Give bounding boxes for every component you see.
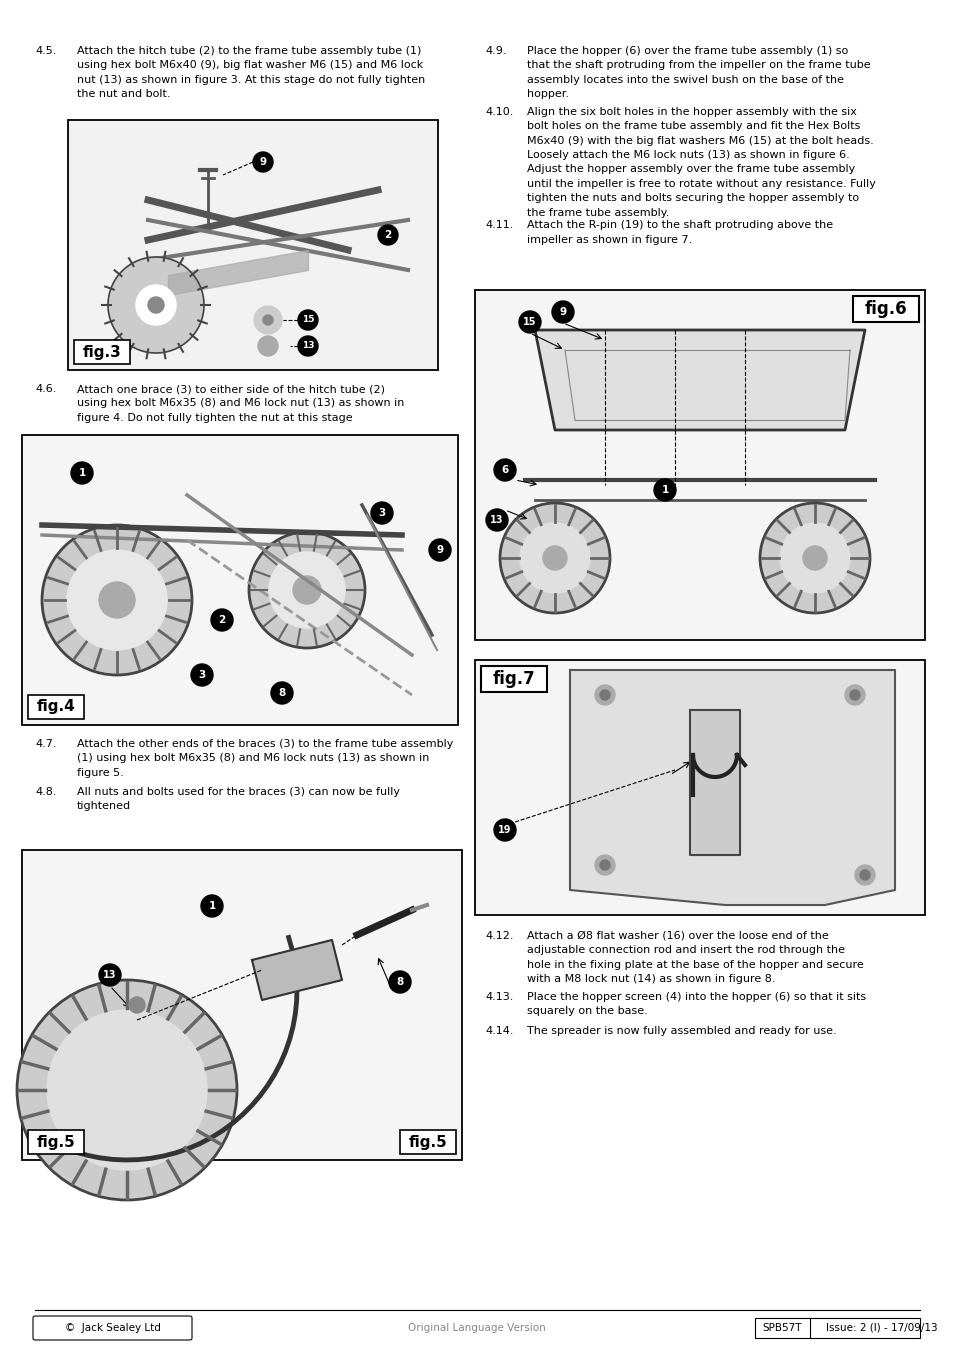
Text: 6: 6 [501,464,508,475]
Text: 3: 3 [198,670,206,680]
Circle shape [485,509,507,531]
Text: 13: 13 [301,342,314,351]
Circle shape [99,582,135,618]
Text: 19: 19 [497,825,511,836]
Bar [68,120,437,370]
Text: Attach one brace (3) to either side of the hitch tube (2)
using hex bolt M6x35 (: Attach one brace (3) to either side of t… [77,383,404,423]
Bar [22,435,457,725]
Text: Align the six bolt holes in the hopper assembly with the six
bolt holes on the f: Align the six bolt holes in the hopper a… [526,107,875,217]
Circle shape [99,964,121,986]
Text: 4.7.: 4.7. [35,738,56,749]
Circle shape [494,819,516,841]
Circle shape [849,690,859,701]
Bar [28,1130,84,1154]
Circle shape [269,552,345,628]
Circle shape [844,684,864,705]
Text: fig.5: fig.5 [408,1134,447,1149]
Circle shape [518,310,540,333]
Text: 9: 9 [259,157,266,167]
Bar [28,695,84,720]
Circle shape [42,525,192,675]
Text: 4.6.: 4.6. [35,383,56,394]
Text: SPB57T: SPB57T [761,1323,801,1332]
Text: 4.10.: 4.10. [484,107,513,117]
Text: 1: 1 [78,468,86,478]
Bar [22,850,461,1160]
Circle shape [71,462,92,485]
Circle shape [297,310,317,329]
Polygon shape [689,710,740,855]
Polygon shape [569,670,894,905]
Text: Original Language Version: Original Language Version [408,1323,545,1332]
Circle shape [599,860,609,869]
Circle shape [67,549,167,649]
Text: 15: 15 [522,317,537,327]
Text: The spreader is now fully assembled and ready for use.: The spreader is now fully assembled and … [526,1026,836,1037]
Circle shape [377,225,397,244]
Text: 4.5.: 4.5. [35,46,56,55]
Text: Attach the hitch tube (2) to the frame tube assembly tube (1)
using hex bolt M6x: Attach the hitch tube (2) to the frame t… [77,46,425,99]
Circle shape [802,545,826,570]
FancyBboxPatch shape [33,1316,192,1341]
Text: ©  Jack Sealey Ltd: © Jack Sealey Ltd [65,1323,161,1332]
Text: Attach a Ø8 flat washer (16) over the loose end of the
adjustable connection rod: Attach a Ø8 flat washer (16) over the lo… [526,931,862,984]
Text: 8: 8 [278,688,285,698]
Polygon shape [535,329,864,431]
Circle shape [297,336,317,356]
Circle shape [499,504,609,613]
Polygon shape [148,297,164,313]
Text: 4.14.: 4.14. [484,1026,513,1037]
Text: Attach the other ends of the braces (3) to the frame tube assembly
(1) using hex: Attach the other ends of the braces (3) … [77,738,453,778]
Circle shape [780,522,849,593]
Text: 3: 3 [378,508,385,518]
Text: Place the hopper (6) over the frame tube assembly (1) so
that the shaft protrudi: Place the hopper (6) over the frame tube… [526,46,870,99]
Circle shape [201,895,223,917]
Circle shape [17,980,236,1200]
Text: 2: 2 [384,230,392,240]
Text: Attach the R-pin (19) to the shaft protruding above the
impeller as shown in fig: Attach the R-pin (19) to the shaft protr… [526,220,832,244]
Bar [480,666,546,693]
Text: 4.13.: 4.13. [484,992,513,1002]
Text: 4.11.: 4.11. [484,220,513,231]
Circle shape [257,336,277,356]
Bar [74,340,130,364]
Circle shape [129,998,145,1012]
Text: 9: 9 [558,306,566,317]
Text: All nuts and bolts used for the braces (3) can now be fully
tightened: All nuts and bolts used for the braces (… [77,787,399,811]
Circle shape [429,539,451,562]
Circle shape [552,301,574,323]
Bar [475,660,924,915]
Bar [754,1318,919,1338]
Text: 9: 9 [436,545,443,555]
Circle shape [191,664,213,686]
Circle shape [494,459,516,481]
Polygon shape [136,285,175,325]
Circle shape [253,153,273,171]
Text: fig.6: fig.6 [863,300,906,319]
Bar [852,296,918,323]
Circle shape [263,315,273,325]
Circle shape [654,479,676,501]
Circle shape [371,502,393,524]
Text: 8: 8 [395,977,403,987]
Bar [399,1130,456,1154]
Text: Place the hopper screen (4) into the hopper (6) so that it sits
squarely on the : Place the hopper screen (4) into the hop… [526,992,865,1017]
Circle shape [595,684,615,705]
Circle shape [599,690,609,701]
Circle shape [211,609,233,630]
Circle shape [253,306,282,333]
Circle shape [293,576,320,603]
Text: 13: 13 [490,514,503,525]
Text: fig.5: fig.5 [36,1134,75,1149]
Text: 1: 1 [208,900,215,911]
Circle shape [859,869,869,880]
Text: 4.9.: 4.9. [484,46,506,55]
Text: fig.3: fig.3 [83,344,121,359]
Polygon shape [252,940,341,1000]
Text: 4.12.: 4.12. [484,931,513,941]
Text: 4.8.: 4.8. [35,787,56,796]
Circle shape [249,532,365,648]
Bar [70,122,436,369]
Text: fig.7: fig.7 [492,670,535,688]
Circle shape [542,545,566,570]
